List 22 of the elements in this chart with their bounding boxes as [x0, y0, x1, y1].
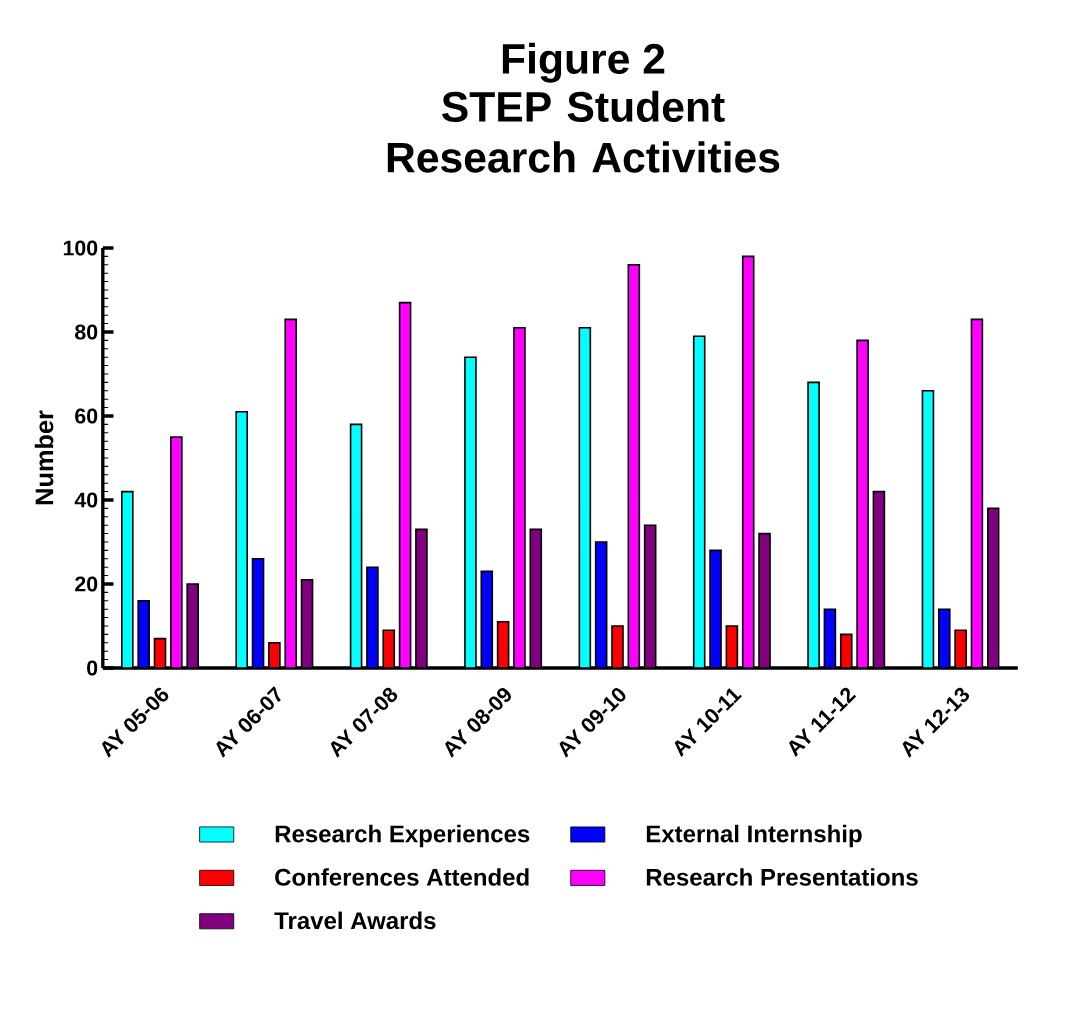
y-tick-label: 100	[63, 240, 98, 256]
chart-title: Figure 2	[502, 42, 665, 83]
legend-label: External Internship	[646, 824, 862, 848]
bar	[970, 318, 984, 668]
legend-label: Research Experiences	[275, 824, 530, 848]
bar	[643, 524, 657, 668]
bar	[627, 263, 641, 668]
y-tick-label: 60	[75, 408, 98, 424]
y-tick-label: 0	[87, 660, 98, 676]
bar	[921, 389, 935, 668]
bar	[578, 326, 592, 668]
y-axis-title: Number	[34, 410, 54, 505]
bar	[872, 490, 886, 668]
y-tick-label: 20	[75, 576, 98, 592]
chart-subtitle: STEP Student Research Activities	[387, 90, 780, 173]
y-tick-label: 40	[74, 492, 98, 508]
bar	[349, 423, 363, 668]
bar	[398, 301, 412, 668]
legend-label: Travel Awards	[274, 911, 436, 930]
y-tick-label: 80	[75, 324, 98, 340]
legend-label: Conferences Attended	[275, 868, 529, 886]
legend-label: Research Presentations	[646, 868, 918, 886]
